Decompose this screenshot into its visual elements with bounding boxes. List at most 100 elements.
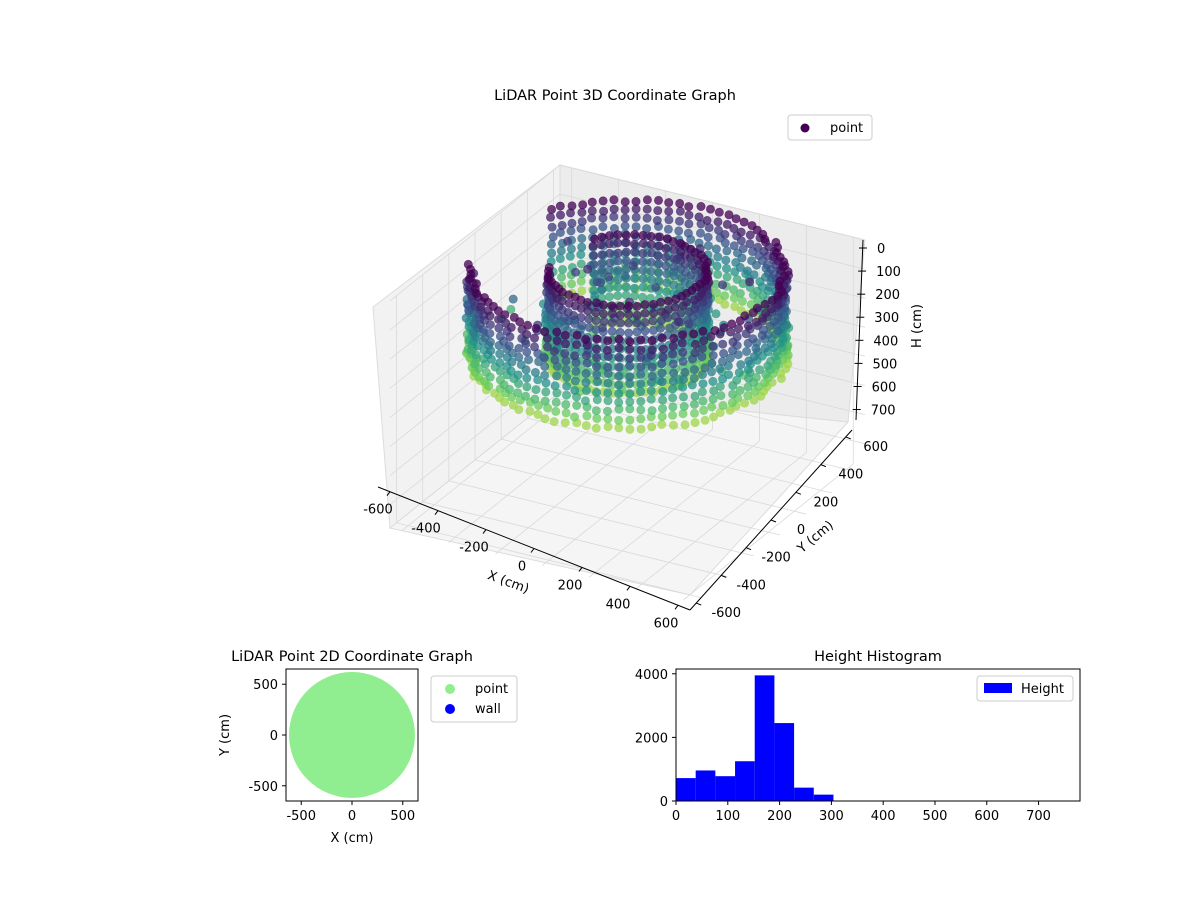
point-3d bbox=[640, 317, 650, 327]
point-3d bbox=[583, 306, 593, 316]
point-3d bbox=[658, 352, 668, 362]
point-3d bbox=[735, 288, 745, 298]
point-3d bbox=[521, 365, 531, 375]
point-3d bbox=[508, 294, 518, 304]
point-3d bbox=[636, 379, 646, 389]
point-3d bbox=[638, 274, 648, 284]
x-tick-label-histogram: 100 bbox=[715, 809, 740, 824]
point-3d bbox=[472, 289, 482, 299]
histogram-bar bbox=[794, 787, 814, 801]
point-3d bbox=[638, 257, 648, 267]
point-3d bbox=[576, 312, 586, 322]
point-3d bbox=[613, 238, 623, 248]
point-3d bbox=[713, 217, 723, 227]
point-3d bbox=[750, 387, 760, 397]
point-3d bbox=[708, 341, 718, 351]
chart-histogram: Height Histogram 0 100 200 300 400 500 600 700 … bbox=[635, 649, 1081, 824]
y-tick-label-3d: -200 bbox=[761, 551, 791, 566]
point-3d bbox=[599, 206, 609, 216]
point-3d bbox=[621, 282, 631, 292]
point-3d bbox=[724, 370, 734, 380]
point-3d bbox=[728, 345, 738, 355]
point-3d bbox=[760, 234, 770, 244]
histogram-bar bbox=[695, 770, 716, 801]
point-3d bbox=[567, 201, 577, 211]
point-3d bbox=[603, 362, 613, 372]
point-3d bbox=[625, 424, 635, 434]
point-3d bbox=[744, 356, 754, 366]
histogram-title: Height Histogram bbox=[814, 649, 942, 665]
legend-histogram-label: Height bbox=[1021, 682, 1064, 697]
point-3d bbox=[766, 339, 776, 349]
point-3d bbox=[485, 328, 495, 338]
point-3d bbox=[464, 305, 474, 315]
point-3d bbox=[647, 422, 657, 432]
point-3d bbox=[513, 388, 523, 398]
point-3d bbox=[668, 384, 678, 394]
point-3d bbox=[718, 280, 728, 290]
z-tick-label-3d: 300 bbox=[874, 311, 899, 326]
point-3d bbox=[556, 246, 566, 256]
point-3d bbox=[653, 195, 663, 205]
point-cloud-2d bbox=[289, 672, 415, 798]
point-3d bbox=[540, 370, 550, 380]
point-3d bbox=[707, 402, 717, 412]
point-3d bbox=[614, 389, 624, 399]
point-3d bbox=[521, 339, 531, 349]
point-3d bbox=[656, 307, 666, 317]
point-3d bbox=[638, 230, 648, 240]
point-3d bbox=[745, 230, 755, 240]
point-3d bbox=[703, 241, 713, 251]
point-3d bbox=[700, 363, 710, 373]
point-3d bbox=[718, 339, 728, 349]
point-3d bbox=[689, 329, 699, 339]
point-3d bbox=[668, 349, 678, 359]
point-3d bbox=[736, 227, 746, 237]
grid-line-y bbox=[527, 417, 833, 494]
point-3d bbox=[581, 421, 591, 431]
point-3d bbox=[615, 310, 625, 320]
grid-line-z bbox=[389, 164, 866, 302]
point-3d bbox=[652, 216, 662, 226]
point-3d bbox=[591, 362, 601, 372]
point-3d bbox=[640, 300, 650, 310]
point-3d bbox=[680, 367, 690, 377]
point-3d bbox=[669, 333, 679, 343]
legend-2d-wall-marker bbox=[445, 704, 455, 714]
x-tick-label-histogram: 600 bbox=[974, 809, 999, 824]
point-3d bbox=[570, 376, 580, 386]
point-3d bbox=[529, 342, 539, 352]
point-3d bbox=[711, 244, 721, 254]
point-3d bbox=[480, 359, 490, 369]
y-tick-label-2d: 0 bbox=[270, 729, 278, 744]
point-3d bbox=[599, 300, 609, 310]
point-3d bbox=[638, 282, 648, 292]
point-3d bbox=[625, 372, 635, 382]
point-3d bbox=[500, 397, 510, 407]
point-3d bbox=[583, 264, 593, 274]
point-3d bbox=[607, 309, 617, 319]
point-3d bbox=[581, 334, 591, 344]
point-3d bbox=[580, 396, 590, 406]
point-3d bbox=[719, 348, 729, 358]
point-3d bbox=[665, 323, 675, 333]
point-3d bbox=[630, 273, 640, 283]
x-tick-3d bbox=[578, 567, 583, 572]
point-3d bbox=[540, 414, 550, 424]
point-3d bbox=[651, 282, 661, 292]
floor-pane bbox=[388, 391, 850, 596]
point-3d bbox=[677, 338, 687, 348]
point-3d bbox=[675, 198, 685, 208]
point-3d bbox=[577, 286, 587, 296]
point-3d bbox=[609, 195, 619, 205]
point-3d bbox=[597, 323, 607, 333]
point-3d bbox=[668, 376, 678, 386]
point-3d bbox=[689, 373, 699, 383]
point-3d bbox=[734, 368, 744, 378]
point-3d bbox=[668, 410, 678, 420]
point-3d bbox=[735, 385, 745, 395]
point-3d bbox=[718, 374, 728, 384]
point-3d bbox=[636, 405, 646, 415]
point-3d bbox=[630, 230, 640, 240]
